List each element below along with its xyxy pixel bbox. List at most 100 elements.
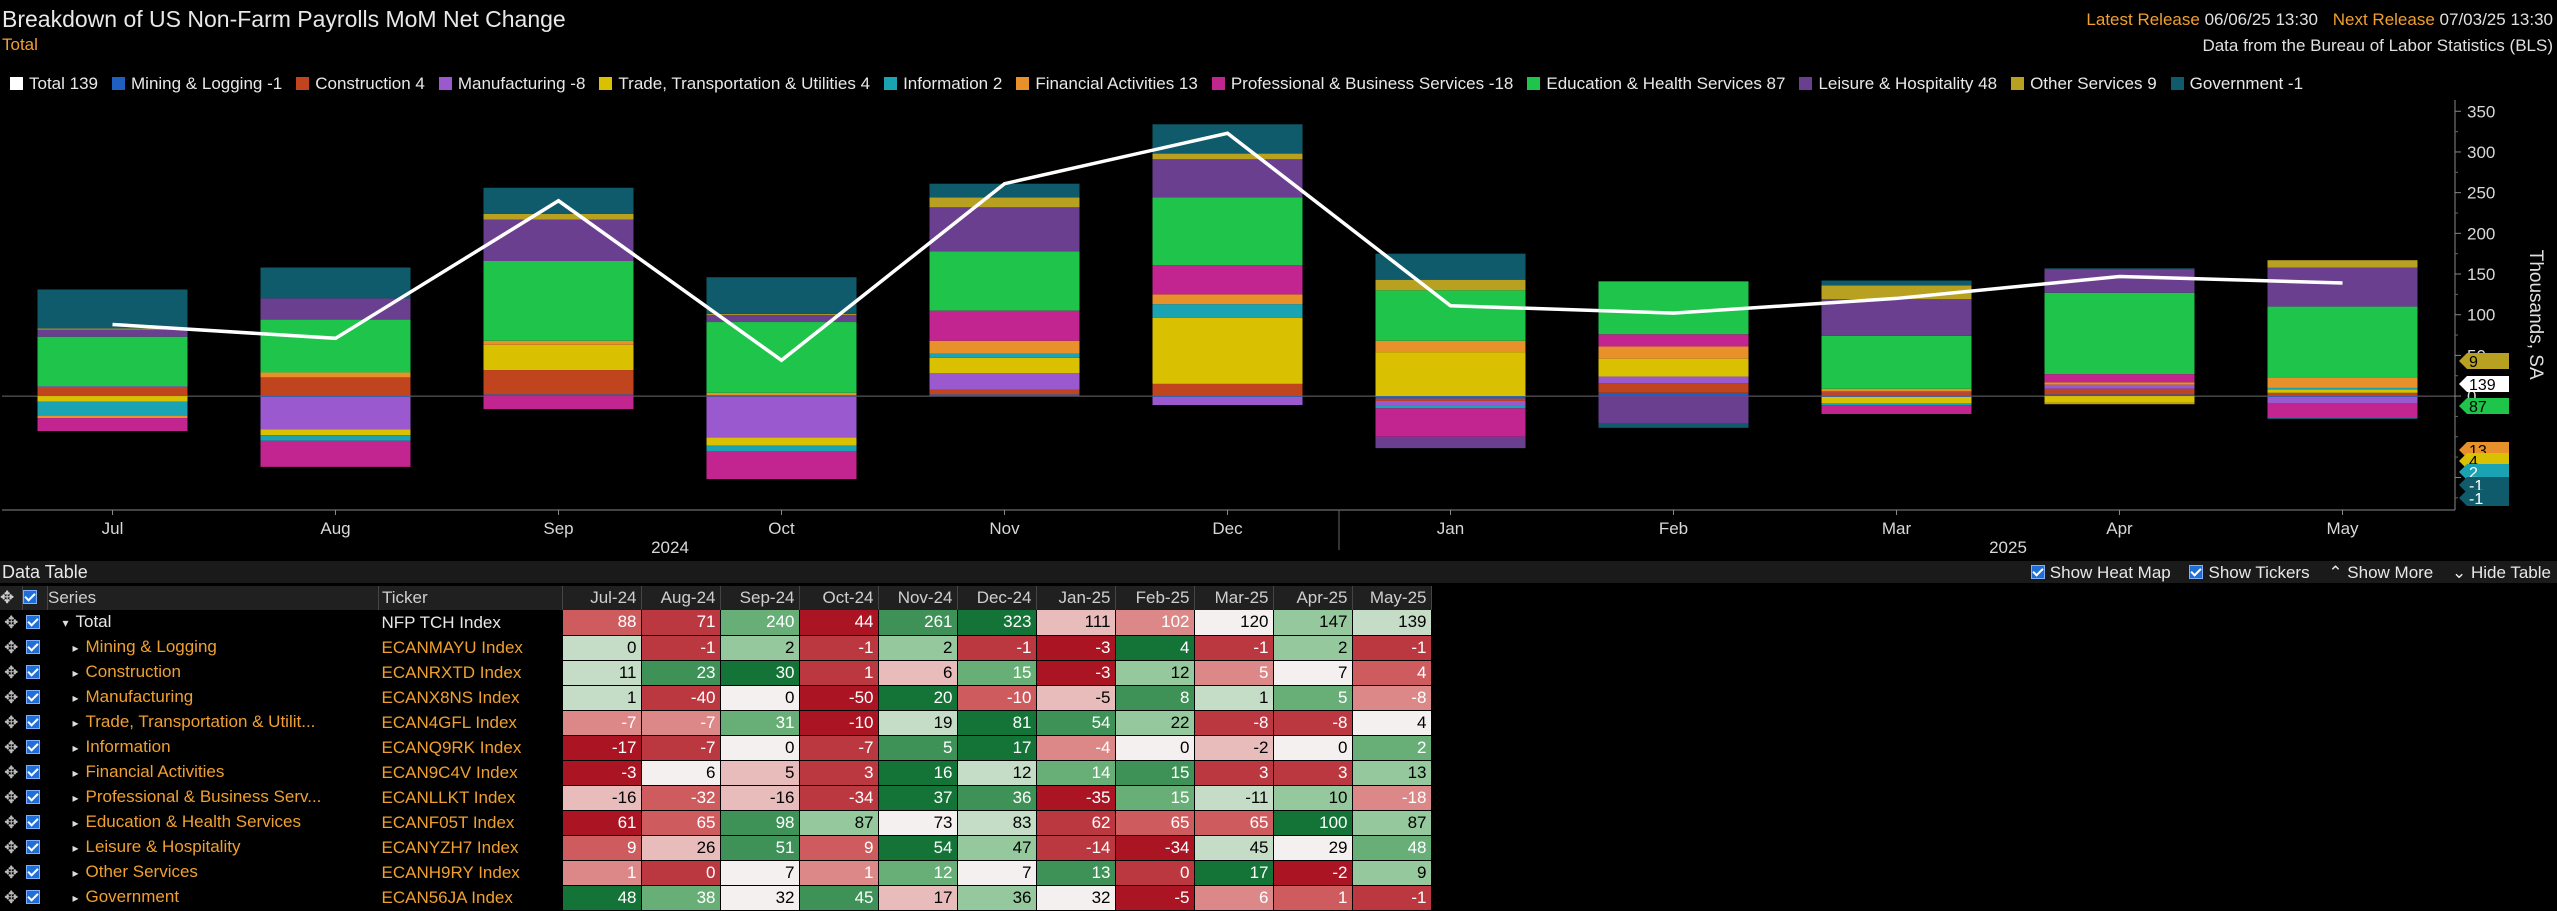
series-name-cell[interactable]: ▸ Mining & Logging: [48, 635, 379, 660]
row-checkbox[interactable]: [23, 835, 48, 860]
series-name-cell[interactable]: ▾ Total: [48, 610, 379, 635]
caret-right-icon[interactable]: ▸: [72, 691, 79, 705]
series-column-header[interactable]: Series: [47, 586, 379, 610]
caret-right-icon[interactable]: ▸: [72, 791, 79, 805]
month-column-header[interactable]: Apr-25: [1273, 586, 1353, 610]
move-handle-icon[interactable]: ✥: [4, 862, 19, 882]
caret-down-icon[interactable]: ▾: [62, 616, 69, 630]
legend-item[interactable]: Mining & Logging -1: [112, 74, 282, 94]
caret-right-icon[interactable]: ▸: [72, 891, 79, 905]
legend-item[interactable]: Construction 4: [296, 74, 425, 94]
table-row[interactable]: ✥ ▸ Leisure & Hospitality ECANYZH7 Index 9 26…: [0, 835, 1432, 861]
series-name-cell[interactable]: ▸ Financial Activities: [48, 760, 379, 785]
table-row[interactable]: ✥ ▸ Manufacturing ECANX8NS Index 1 -40 0 -50 20-…: [0, 685, 1432, 711]
row-checkbox[interactable]: [23, 810, 48, 835]
show-heat-map-toggle[interactable]: Show Heat Map: [2030, 563, 2171, 582]
series-name-cell[interactable]: ▸ Construction: [48, 660, 379, 685]
series-name-cell[interactable]: ▸ Manufacturing: [48, 685, 379, 710]
move-handle-icon[interactable]: ✥: [4, 712, 19, 732]
month-column-header[interactable]: Dec-24: [957, 586, 1037, 610]
caret-right-icon[interactable]: ▸: [72, 666, 79, 680]
table-row[interactable]: ✥ ▸ Construction ECANRXTD Index 11 23 30 1 6 15 -3…: [0, 660, 1432, 686]
legend-item[interactable]: Total 139: [10, 74, 98, 94]
caret-right-icon[interactable]: ▸: [72, 716, 79, 730]
month-column-header[interactable]: Mar-25: [1194, 586, 1274, 610]
month-column-header[interactable]: Jul-24: [562, 586, 642, 610]
caret-right-icon[interactable]: ▸: [72, 741, 79, 755]
move-handle-icon[interactable]: ✥: [4, 812, 19, 832]
table-row[interactable]: ✥ ▸ Mining & Logging ECANMAYU Index 0 -1 2 -1 2-…: [0, 635, 1432, 661]
legend-item[interactable]: Other Services 9: [2011, 74, 2157, 94]
caret-right-icon[interactable]: ▸: [72, 766, 79, 780]
row-checkbox[interactable]: [23, 760, 48, 785]
table-row[interactable]: ✥ ▸ Other Services ECANH9RY Index 1 0 7 1 12 7 13 0…: [0, 860, 1432, 886]
row-checkbox[interactable]: [23, 710, 48, 735]
legend-item[interactable]: Professional & Business Services -18: [1211, 74, 1513, 94]
series-name-cell[interactable]: ▸ Other Services: [48, 860, 379, 885]
value-cell: 0: [1115, 860, 1195, 886]
move-handle-icon[interactable]: ✥: [4, 637, 19, 657]
checkbox-icon: [25, 639, 40, 654]
table-row[interactable]: ✥ ▾ Total NFP TCH Index 88 71 240 44 261 323 111 10…: [0, 610, 1432, 636]
month-column-header[interactable]: Oct-24: [799, 586, 879, 610]
value-cell: 36: [957, 785, 1037, 811]
move-handle-icon[interactable]: ✥: [4, 837, 19, 857]
month-column-header[interactable]: Feb-25: [1115, 586, 1195, 610]
table-row[interactable]: ✥ ▸ Trade, Transportation & Utilit... ECAN4…: [0, 710, 1432, 736]
table-row[interactable]: ✥ ▸ Professional & Business Serv... ECANLLK…: [0, 785, 1432, 811]
row-checkbox[interactable]: [23, 635, 48, 660]
legend-item[interactable]: Education & Health Services 87: [1527, 74, 1785, 94]
move-all-icon[interactable]: ✥: [0, 586, 23, 610]
row-checkbox[interactable]: [23, 685, 48, 710]
show-more-button[interactable]: ⌃ Show More: [2328, 563, 2434, 582]
bar-segment: [706, 396, 857, 398]
next-release-value: 07/03/25 13:30: [2439, 10, 2553, 29]
hide-table-button[interactable]: ⌄ Hide Table: [2452, 563, 2551, 582]
bar-segment: [929, 357, 1080, 374]
row-checkbox[interactable]: [23, 860, 48, 885]
table-row[interactable]: ✥ ▸ Government ECAN56JA Index 48 38 32 45 17 36 32…: [0, 885, 1432, 911]
ticker-column-header[interactable]: Ticker: [378, 586, 563, 610]
legend-item[interactable]: Financial Activities 13: [1016, 74, 1198, 94]
bar-segment: [483, 219, 634, 261]
move-handle-icon[interactable]: ✥: [4, 662, 19, 682]
month-column-header[interactable]: Nov-24: [878, 586, 958, 610]
series-name-cell[interactable]: ▸ Trade, Transportation & Utilit...: [48, 710, 379, 735]
move-handle-icon[interactable]: ✥: [4, 887, 19, 907]
legend-item[interactable]: Government -1: [2170, 74, 2303, 94]
table-row[interactable]: ✥ ▸ Education & Health Services ECANF05T In…: [0, 810, 1432, 836]
move-handle-icon[interactable]: ✥: [4, 787, 19, 807]
row-checkbox[interactable]: [23, 735, 48, 760]
month-column-header[interactable]: Jan-25: [1036, 586, 1116, 610]
caret-right-icon[interactable]: ▸: [72, 841, 79, 855]
row-checkbox[interactable]: [23, 660, 48, 685]
series-name-cell[interactable]: ▸ Information: [48, 735, 379, 760]
table-row[interactable]: ✥ ▸ Information ECANQ9RK Index -17 -7 0 -7 5 17 -4…: [0, 735, 1432, 761]
legend-item[interactable]: Leisure & Hospitality 48: [1799, 74, 1997, 94]
table-row[interactable]: ✥ ▸ Financial Activities ECAN9C4V Index -3 6 5…: [0, 760, 1432, 786]
month-column-header[interactable]: Aug-24: [641, 586, 721, 610]
month-column-header[interactable]: May-25: [1352, 586, 1432, 610]
month-column-header[interactable]: Sep-24: [720, 586, 800, 610]
row-checkbox[interactable]: [23, 610, 48, 635]
caret-right-icon[interactable]: ▸: [72, 816, 79, 830]
row-checkbox[interactable]: [23, 885, 48, 910]
move-handle-icon[interactable]: ✥: [4, 687, 19, 707]
move-handle-icon[interactable]: ✥: [4, 762, 19, 782]
legend-item[interactable]: Trade, Transportation & Utilities 4: [599, 74, 870, 94]
legend-item[interactable]: Manufacturing -8: [438, 74, 585, 94]
caret-right-icon[interactable]: ▸: [72, 866, 79, 880]
row-checkbox[interactable]: [23, 785, 48, 810]
show-tickers-toggle[interactable]: Show Tickers: [2189, 563, 2310, 582]
series-name-cell[interactable]: ▸ Professional & Business Serv...: [48, 785, 379, 810]
value-cell: 54: [878, 835, 958, 861]
caret-right-icon[interactable]: ▸: [72, 641, 79, 655]
last-value-tag: [2459, 353, 2509, 369]
series-name-cell[interactable]: ▸ Government: [48, 885, 379, 910]
move-handle-icon[interactable]: ✥: [4, 612, 19, 632]
select-all-checkbox[interactable]: [22, 586, 48, 610]
move-handle-icon[interactable]: ✥: [4, 737, 19, 757]
legend-item[interactable]: Information 2: [884, 74, 1002, 94]
series-name-cell[interactable]: ▸ Education & Health Services: [48, 810, 379, 835]
series-name-cell[interactable]: ▸ Leisure & Hospitality: [48, 835, 379, 860]
